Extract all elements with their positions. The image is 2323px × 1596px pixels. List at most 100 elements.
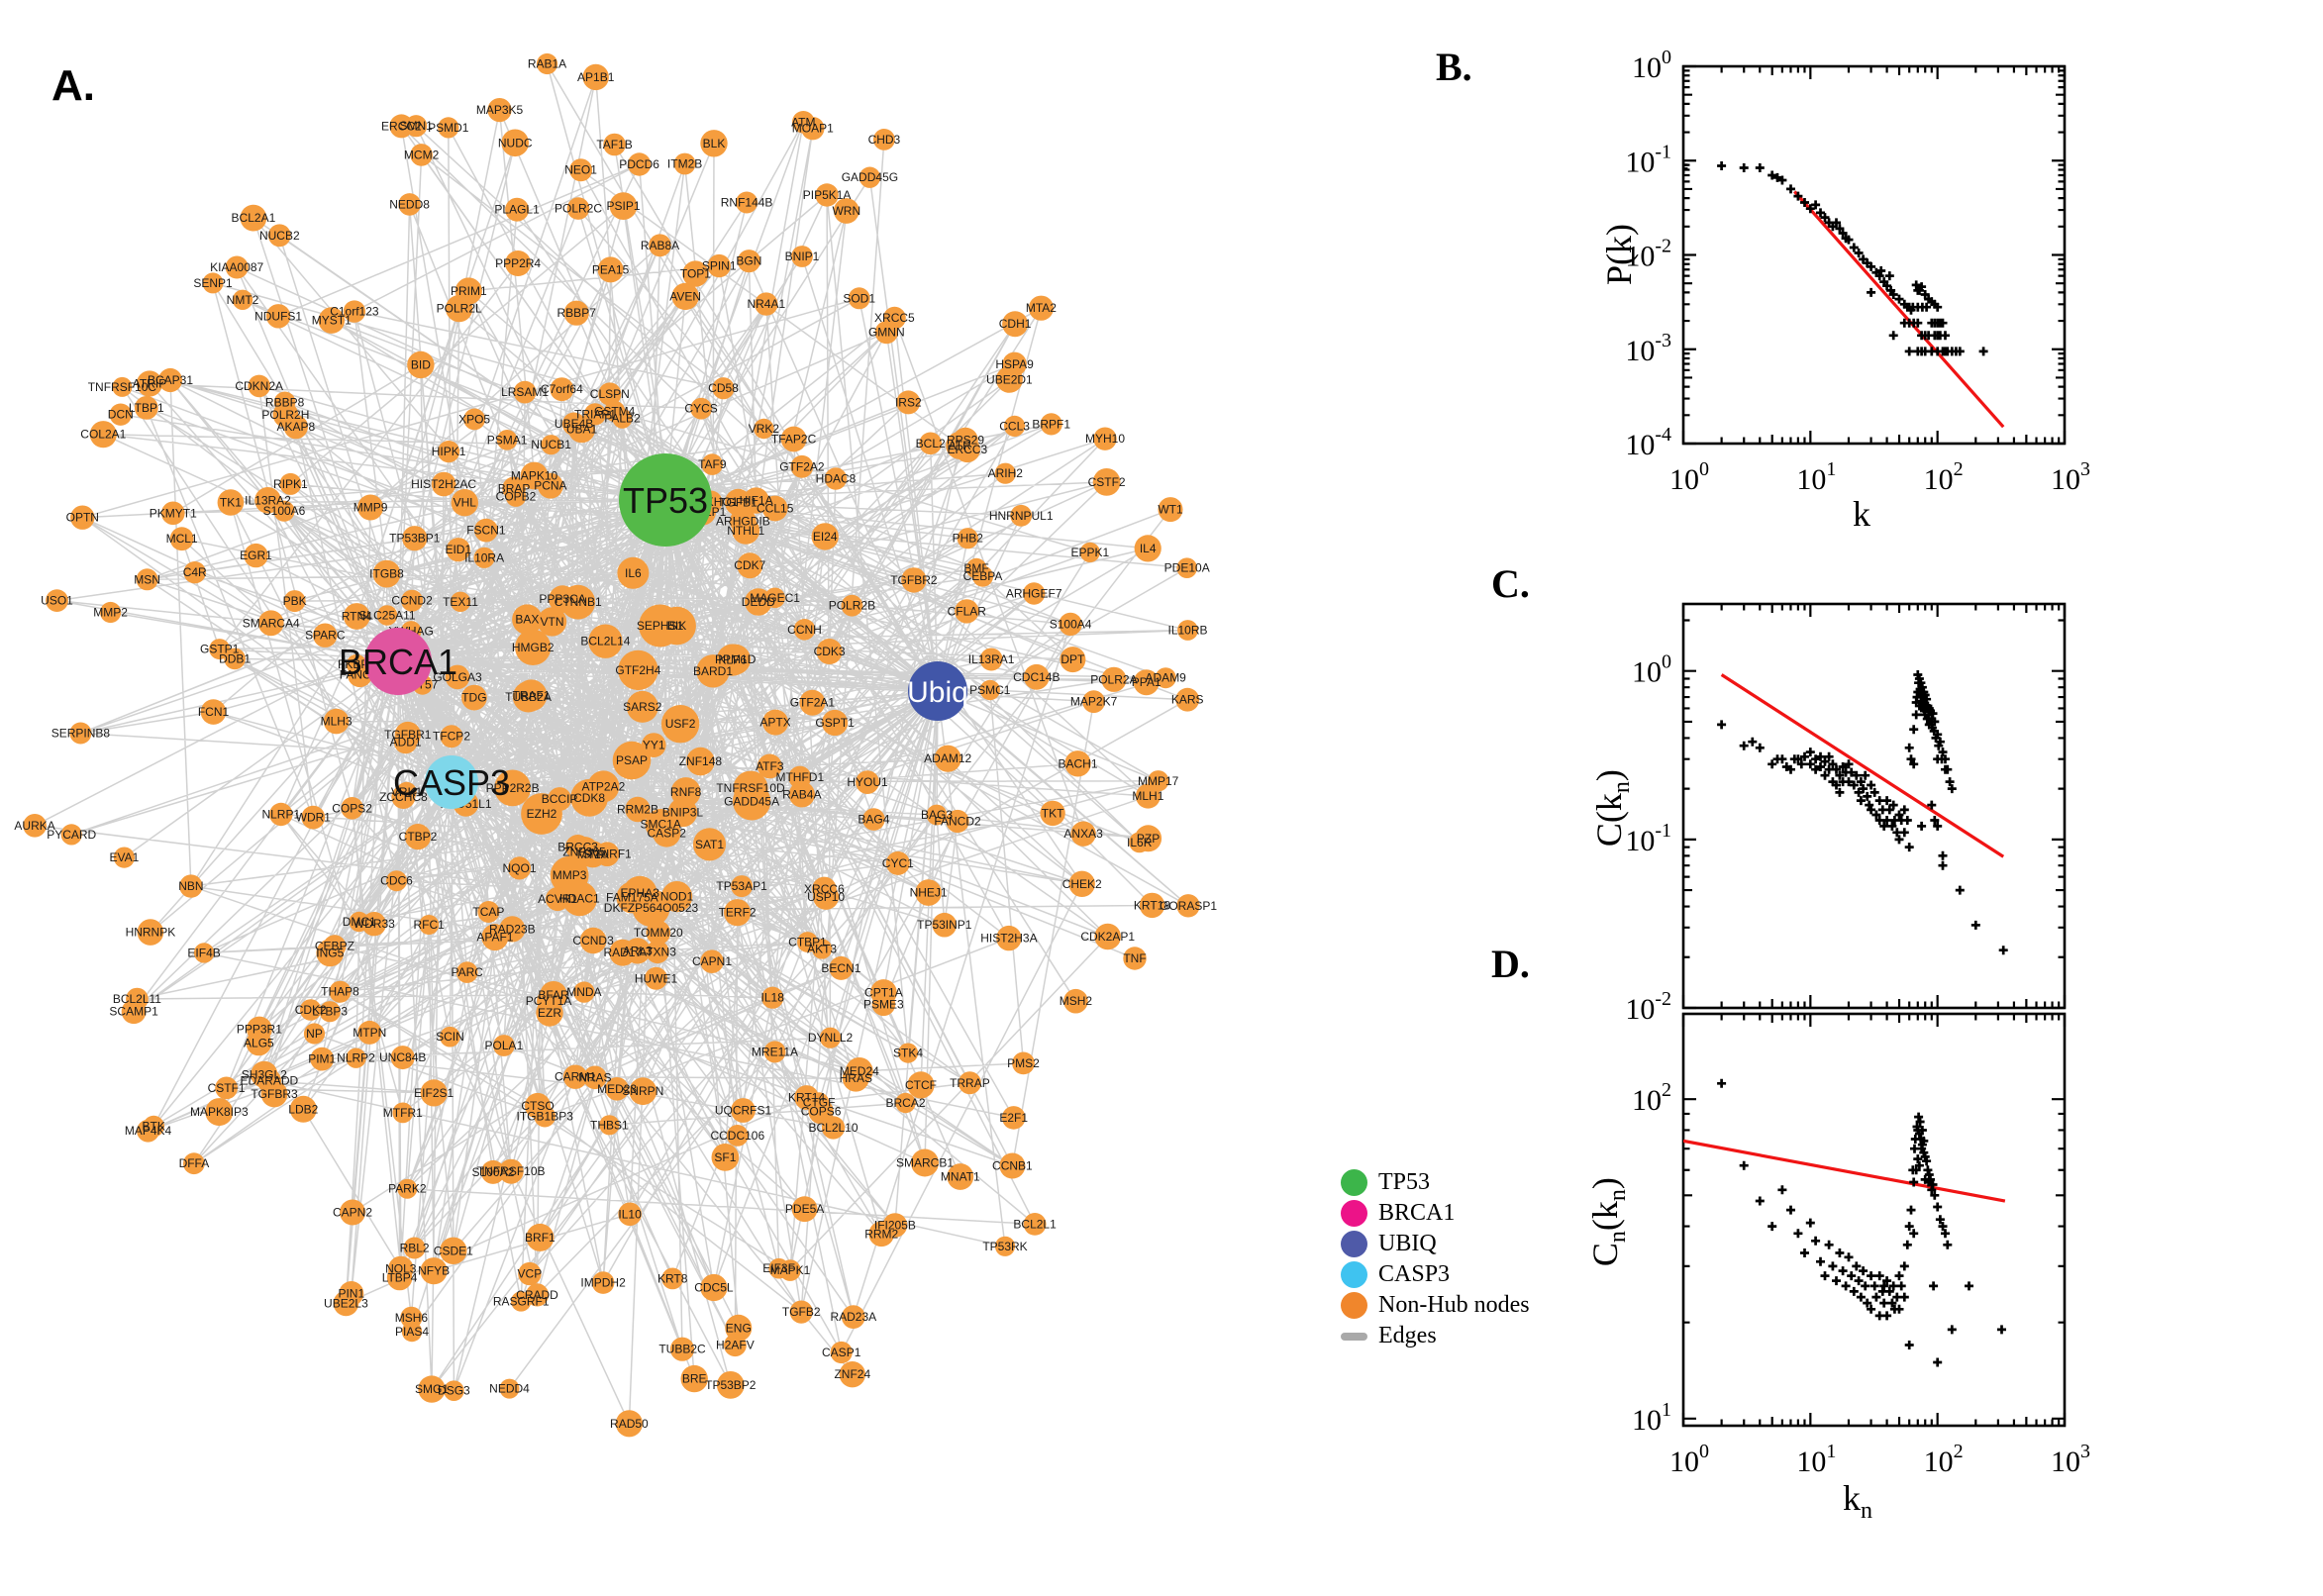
panel-label-d: D. [1491,942,1530,986]
axis-label-k: k [1853,494,1870,534]
svg-text:NUDC: NUDC [498,136,533,150]
svg-text:NEDD8: NEDD8 [389,197,430,211]
svg-text:USP10: USP10 [807,890,845,904]
svg-text:TGFBR2: TGFBR2 [890,573,938,587]
svg-text:EIF4B: EIF4B [187,946,220,959]
svg-text:EIF2S1: EIF2S1 [414,1086,454,1100]
svg-text:BAX: BAX [515,613,539,627]
svg-text:EID1: EID1 [445,543,471,556]
svg-text:PSAP: PSAP [616,753,648,767]
svg-text:CHEK2: CHEK2 [1062,877,1102,891]
svg-text:CDKN2A: CDKN2A [235,379,283,393]
svg-text:SPIN1: SPIN1 [702,259,737,273]
legend-label: TP53 [1378,1169,1431,1195]
svg-text:EPHA3: EPHA3 [621,886,660,900]
svg-text:MYST1: MYST1 [312,314,352,328]
svg-text:MAGEC1: MAGEC1 [750,591,800,605]
svg-text:CDK8: CDK8 [573,791,605,805]
svg-text:TFAP2C: TFAP2C [771,433,817,447]
svg-text:ARIH2: ARIH2 [988,466,1024,480]
svg-text:PIP5K1A: PIP5K1A [803,188,852,202]
svg-text:GTF2A2: GTF2A2 [779,459,825,473]
svg-text:THBS1: THBS1 [590,1118,629,1132]
svg-text:GSTP1: GSTP1 [200,643,240,656]
tick-label: 102 [1924,1441,1964,1478]
svg-text:AKAP8: AKAP8 [276,420,315,434]
svg-text:COPS6: COPS6 [801,1105,842,1119]
legend-label: UBIQ [1378,1231,1437,1256]
svg-text:HYOU1: HYOU1 [847,775,888,789]
svg-text:HRAS: HRAS [840,1071,872,1085]
svg-text:RASGRF1: RASGRF1 [493,1294,550,1308]
svg-text:MAP4K4: MAP4K4 [125,1124,172,1138]
svg-text:UNC84B: UNC84B [379,1050,426,1064]
svg-text:TNF: TNF [1123,951,1146,965]
svg-text:NRAS: NRAS [578,1070,611,1084]
svg-text:CAPN1: CAPN1 [692,954,732,968]
svg-text:CSTF2: CSTF2 [1088,475,1126,489]
svg-text:EDARADD: EDARADD [241,1074,299,1088]
svg-text:PPP3R1: PPP3R1 [237,1023,282,1037]
svg-text:BCL2: BCL2 [916,437,946,450]
svg-text:CSDE1: CSDE1 [434,1244,473,1257]
panel-d-chart: 100 101 102 103 102 101 [1632,1012,2090,1478]
svg-text:LTBP3: LTBP3 [312,1005,348,1019]
svg-text:MCL1: MCL1 [166,532,198,546]
svg-text:RIPK1: RIPK1 [273,477,308,491]
svg-text:TEX11: TEX11 [443,595,478,609]
svg-text:ATXN3: ATXN3 [639,946,676,959]
svg-text:WDR1: WDR1 [296,811,332,825]
svg-text:MMP2: MMP2 [93,606,128,620]
svg-text:MTHFD1: MTHFD1 [775,770,824,784]
svg-text:BIK: BIK [667,619,686,633]
svg-text:PPP2R2B: PPP2R2B [486,781,540,795]
svg-text:ADAM12: ADAM12 [924,751,971,765]
svg-text:BCAP31: BCAP31 [148,373,193,387]
tick-label: 101 [1796,1441,1836,1478]
svg-text:PSMD1: PSMD1 [428,121,469,135]
svg-text:DPT: DPT [1060,652,1085,666]
svg-text:COL2A1: COL2A1 [80,428,126,442]
svg-text:RFC1: RFC1 [414,918,446,932]
svg-text:BCL2L1: BCL2L1 [1013,1217,1057,1231]
svg-text:CCNB1: CCNB1 [992,1159,1033,1173]
svg-text:H2AFV: H2AFV [716,1339,755,1352]
svg-text:BCL2L11: BCL2L11 [113,992,161,1006]
svg-text:TRIAP1: TRIAP1 [574,407,616,421]
svg-text:PBK: PBK [283,594,307,608]
legend-item-non-hub-nodes: Non-Hub nodes [1341,1290,1530,1321]
hub-node-tp53 [619,453,712,547]
svg-text:VCP: VCP [518,1267,543,1281]
protein-interaction-network: TP53RK KIAA0087 THAP8 CDC14B DSG3 NTHL1 VRK1 GT… [14,52,1217,1438]
data-points [1717,670,2008,955]
svg-text:KRT14: KRT14 [788,1091,825,1105]
svg-text:RPS29: RPS29 [947,434,984,448]
svg-text:PRIM1: PRIM1 [451,284,487,298]
svg-text:MRE11A: MRE11A [752,1045,798,1058]
svg-text:PIAS4: PIAS4 [395,1325,429,1339]
svg-text:VRK2: VRK2 [749,422,780,436]
svg-text:NMT2: NMT2 [227,293,259,307]
svg-text:LDB2: LDB2 [288,1102,318,1116]
svg-text:IL10: IL10 [618,1207,642,1221]
axis-label-ckn: C(kn) [1588,769,1636,848]
panel-b-chart: 100 101 102 103 100 10-1 10-2 10-3 10-4 [1625,47,2090,496]
svg-text:WDR33: WDR33 [354,917,395,931]
hub-node-casp3 [425,755,478,809]
svg-text:VRK1: VRK1 [391,785,423,799]
svg-text:CSTF1: CSTF1 [208,1081,246,1095]
svg-text:S100A4: S100A4 [1050,617,1092,631]
svg-text:ALG5: ALG5 [244,1036,274,1049]
svg-text:MTFR1: MTFR1 [383,1106,423,1120]
svg-text:SARS2: SARS2 [623,700,662,714]
svg-text:EI24: EI24 [813,530,838,544]
svg-text:CTBP2: CTBP2 [399,830,438,844]
svg-text:ARHGDIB: ARHGDIB [716,514,770,528]
svg-text:TCAP: TCAP [472,905,504,919]
svg-text:PSME3: PSME3 [863,997,904,1011]
svg-text:CEBPA: CEBPA [963,569,1003,583]
svg-text:POLR2H: POLR2H [261,408,309,422]
node-swatch-icon [1341,1292,1367,1319]
svg-text:BCL2L14: BCL2L14 [580,635,630,648]
svg-text:BNIP1: BNIP1 [785,249,820,263]
